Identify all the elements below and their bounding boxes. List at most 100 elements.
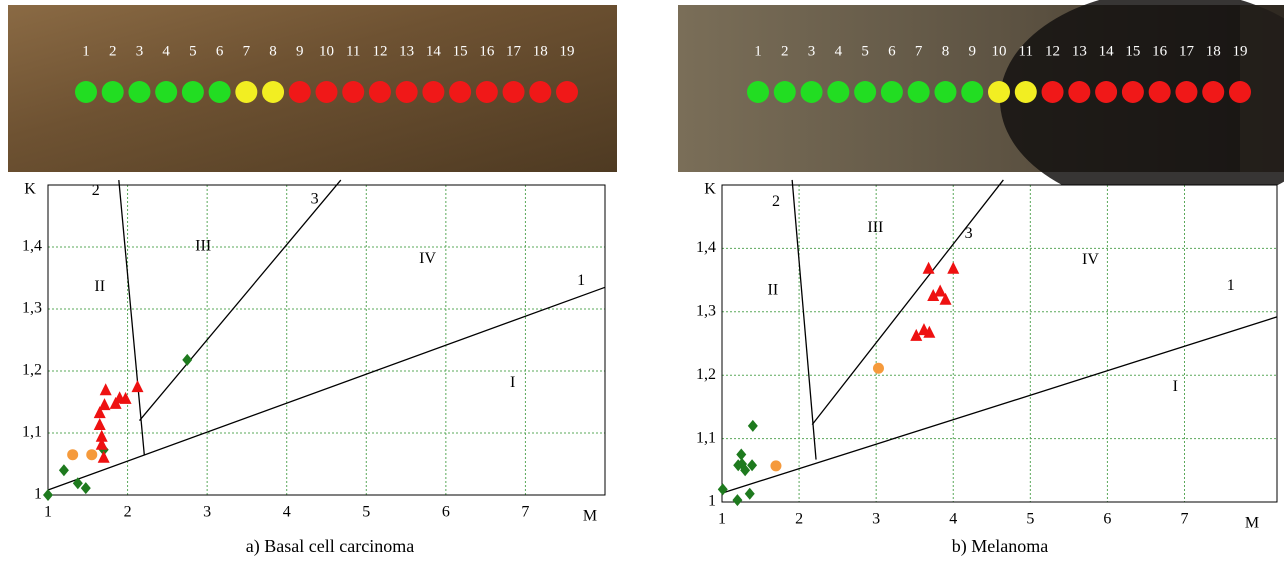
y-tick-label: 1: [34, 486, 42, 503]
line-label: 1: [577, 272, 585, 289]
region-label: I: [510, 374, 515, 391]
x-tick-label: 6: [442, 504, 450, 521]
line-label: 3: [311, 191, 319, 208]
dot: [988, 81, 1010, 103]
x-tick-label: 1: [718, 511, 726, 528]
y-tick-label: 1,2: [22, 362, 42, 379]
dot-number: 14: [426, 43, 442, 59]
region-label: II: [768, 282, 779, 299]
dot: [102, 81, 124, 103]
dot-number: 18: [533, 43, 548, 59]
dot: [1229, 81, 1251, 103]
region-label: IV: [1082, 251, 1099, 268]
x-tick-label: 6: [1103, 511, 1111, 528]
dot-number: 4: [162, 43, 170, 59]
dot: [235, 81, 257, 103]
y-tick-label: 1,3: [696, 302, 716, 319]
plot-area: [48, 185, 605, 495]
dot-number: 11: [1019, 43, 1033, 59]
dot: [854, 81, 876, 103]
dot-number: 15: [1125, 43, 1140, 59]
dot-number: 9: [968, 43, 976, 59]
dot-number: 15: [453, 43, 468, 59]
dot-number: 9: [296, 43, 304, 59]
dot: [262, 81, 284, 103]
dot: [529, 81, 551, 103]
dot-number: 4: [835, 43, 843, 59]
dot: [182, 81, 204, 103]
dot-number: 1: [82, 43, 90, 59]
dot: [774, 81, 796, 103]
dot: [476, 81, 498, 103]
x-tick-label: 4: [283, 504, 291, 521]
dot: [1015, 81, 1037, 103]
x-tick-label: 3: [872, 511, 880, 528]
x-tick-label: 5: [362, 504, 370, 521]
dot-number: 16: [1152, 43, 1168, 59]
x-tick-label: 5: [1026, 511, 1034, 528]
line-label: 3: [965, 225, 973, 242]
dot-number: 1: [754, 43, 762, 59]
line-label: 2: [772, 193, 780, 210]
dot: [1095, 81, 1117, 103]
dot-number: 16: [479, 43, 495, 59]
dot: [1149, 81, 1171, 103]
dot: [1068, 81, 1090, 103]
dot-number: 14: [1099, 43, 1115, 59]
x-axis-label: M: [583, 508, 597, 525]
dot: [881, 81, 903, 103]
x-tick-label: 2: [124, 504, 132, 521]
dot-number: 6: [216, 43, 224, 59]
y-tick-label: 1: [708, 493, 716, 510]
dot: [1122, 81, 1144, 103]
point: [770, 460, 781, 471]
x-tick-label: 1: [44, 504, 52, 521]
dot-number: 17: [1179, 43, 1195, 59]
dot-number: 11: [346, 43, 360, 59]
dot-number: 10: [992, 43, 1007, 59]
x-tick-label: 7: [1181, 511, 1189, 528]
point: [67, 449, 78, 460]
dot-number: 19: [1233, 43, 1248, 59]
x-tick-label: 2: [795, 511, 803, 528]
dot: [503, 81, 525, 103]
dot: [449, 81, 471, 103]
point: [873, 363, 884, 374]
x-tick-label: 7: [521, 504, 529, 521]
dot: [289, 81, 311, 103]
dot: [369, 81, 391, 103]
dot: [342, 81, 364, 103]
dot-number: 3: [136, 43, 144, 59]
dot-number: 17: [506, 43, 522, 59]
dot-number: 19: [560, 43, 575, 59]
dot-number: 2: [109, 43, 117, 59]
region-label: I: [1173, 378, 1178, 395]
dot-number: 18: [1206, 43, 1221, 59]
y-tick-label: 1,1: [696, 429, 716, 446]
dot: [128, 81, 150, 103]
dot: [801, 81, 823, 103]
dot-number: 13: [1072, 43, 1087, 59]
line-label: 1: [1227, 277, 1235, 294]
dot: [155, 81, 177, 103]
point: [86, 449, 97, 460]
x-axis-label: M: [1245, 515, 1259, 532]
dot: [961, 81, 983, 103]
dot: [556, 81, 578, 103]
dot: [934, 81, 956, 103]
y-tick-label: 1,1: [22, 424, 42, 441]
region-label: III: [867, 219, 883, 236]
dot: [396, 81, 418, 103]
x-tick-label: 3: [203, 504, 211, 521]
figure: 12345678910111213141516171819123456711,1…: [0, 0, 1284, 562]
caption: b) Melanoma: [952, 536, 1048, 557]
dot-number: 8: [269, 43, 277, 59]
caption: a) Basal cell carcinoma: [246, 536, 414, 557]
dot: [827, 81, 849, 103]
dot-number: 10: [319, 43, 334, 59]
dot: [316, 81, 338, 103]
y-tick-label: 1,4: [696, 239, 716, 256]
dot: [908, 81, 930, 103]
dot-number: 2: [781, 43, 789, 59]
dot: [1042, 81, 1064, 103]
